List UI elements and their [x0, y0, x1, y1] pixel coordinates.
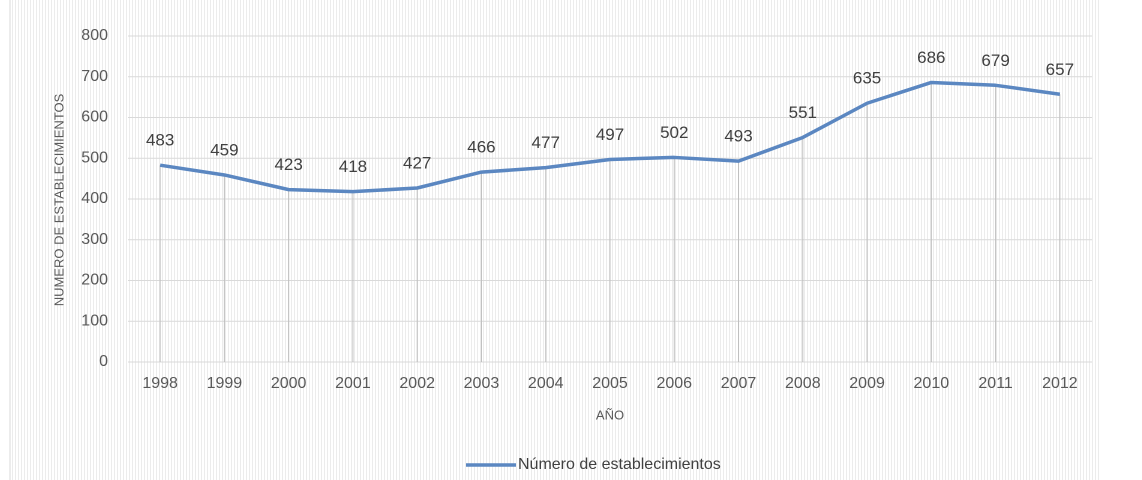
x-tick-label: 2012: [1042, 375, 1078, 392]
x-tick-label: 2002: [399, 375, 435, 392]
x-tick-label: 2003: [464, 375, 500, 392]
y-tick-label: 0: [99, 353, 108, 370]
data-label: 483: [146, 131, 174, 150]
data-label: 635: [853, 69, 881, 88]
y-axis-title: NUMERO DE ESTABLECIMIENTOS: [51, 93, 66, 306]
data-label: 679: [981, 51, 1009, 70]
x-tick-label: 2006: [656, 375, 692, 392]
x-tick-label: 2011: [978, 375, 1013, 392]
data-label: 497: [596, 125, 624, 144]
x-tick-label: 1998: [142, 375, 178, 392]
data-label: 502: [660, 123, 688, 142]
data-label: 423: [274, 155, 302, 174]
x-tick-label: 2010: [914, 375, 950, 392]
y-tick-label: 400: [81, 190, 108, 207]
x-tick-label: 2000: [271, 375, 307, 392]
data-label: 551: [789, 103, 817, 122]
data-label: 466: [467, 138, 495, 157]
x-tick-label: 2009: [849, 375, 885, 392]
x-tick-label: 2001: [335, 375, 371, 392]
y-tick-label: 300: [81, 231, 108, 248]
x-tick-label: 1999: [207, 375, 243, 392]
x-tick-label: 2008: [785, 375, 821, 392]
data-label: 427: [403, 153, 431, 172]
data-label: 418: [339, 157, 367, 176]
y-tick-label: 600: [81, 109, 108, 126]
legend-label: Número de establecimientos: [518, 456, 721, 473]
data-label: 459: [210, 140, 238, 159]
x-axis-title: AÑO: [596, 407, 624, 422]
y-tick-label: 100: [81, 312, 108, 329]
y-tick-label: 800: [81, 27, 108, 44]
x-tick-label: 2004: [528, 375, 564, 392]
y-tick-label: 700: [81, 68, 108, 85]
y-tick-label: 500: [81, 149, 108, 166]
data-label: 657: [1046, 60, 1074, 79]
x-tick-label: 2005: [592, 375, 628, 392]
data-label: 477: [532, 133, 560, 152]
data-label: 493: [724, 127, 752, 146]
data-line: [159, 80, 1061, 194]
y-tick-label: 200: [81, 272, 108, 289]
data-label: 686: [917, 48, 945, 67]
x-tick-label: 2007: [721, 375, 757, 392]
